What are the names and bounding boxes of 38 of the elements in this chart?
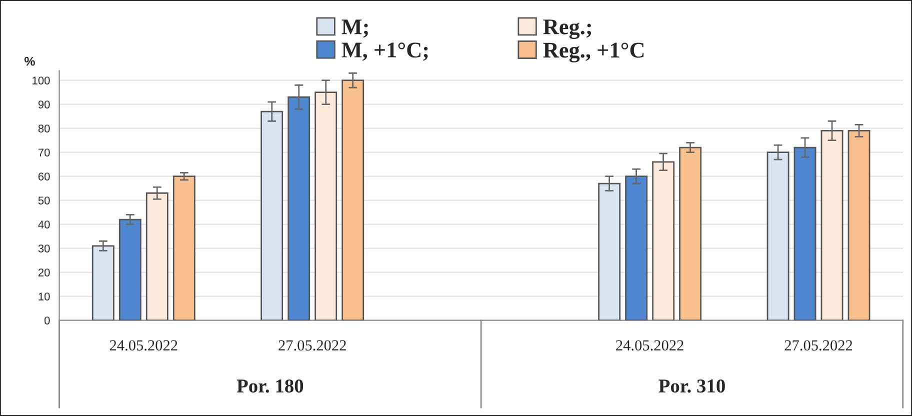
y-tick-label: 100	[32, 76, 50, 84]
x-tick-label: 24.05.2022	[110, 340, 178, 351]
bar	[820, 130, 844, 320]
bar	[679, 146, 702, 320]
bar	[172, 176, 196, 320]
y-tick-label: 0	[44, 316, 50, 324]
bar	[794, 146, 816, 320]
bar	[118, 218, 142, 320]
text: Por. 180	[236, 379, 304, 393]
bar	[146, 192, 168, 320]
bar	[625, 176, 648, 320]
y-tick-label: 80	[38, 124, 50, 132]
x-tick-label: 27.05.2022	[784, 340, 852, 351]
x-tick-label: 27.05.2022	[278, 340, 346, 351]
bar	[848, 130, 870, 320]
y-tick-label: 70	[38, 148, 50, 156]
y-tick-label: 30	[38, 244, 50, 252]
bar	[314, 92, 338, 320]
bar	[598, 182, 621, 320]
y-tick-label: 10	[38, 292, 50, 300]
bar	[260, 110, 284, 320]
y-tick-label: 50	[38, 196, 50, 204]
bar	[342, 80, 364, 320]
legend-label: M;	[342, 20, 368, 38]
bar	[288, 96, 310, 320]
legend-label: M, +1°C;	[342, 42, 428, 61]
y-tick-label: 20	[38, 268, 50, 276]
y-tick-label: 60	[38, 172, 50, 180]
x-tick-label: 24.05.2022	[616, 340, 684, 351]
y-tick-label: 40	[38, 220, 50, 228]
text: Por. 310	[658, 379, 725, 393]
bar	[652, 161, 675, 320]
y-tick-label: 90	[38, 100, 50, 108]
bar	[766, 152, 790, 320]
legend-label: Reg., +1°C	[543, 42, 644, 62]
y-axis-title: %	[24, 56, 35, 66]
legend-label: Reg.;	[543, 20, 592, 40]
bar	[92, 245, 114, 320]
